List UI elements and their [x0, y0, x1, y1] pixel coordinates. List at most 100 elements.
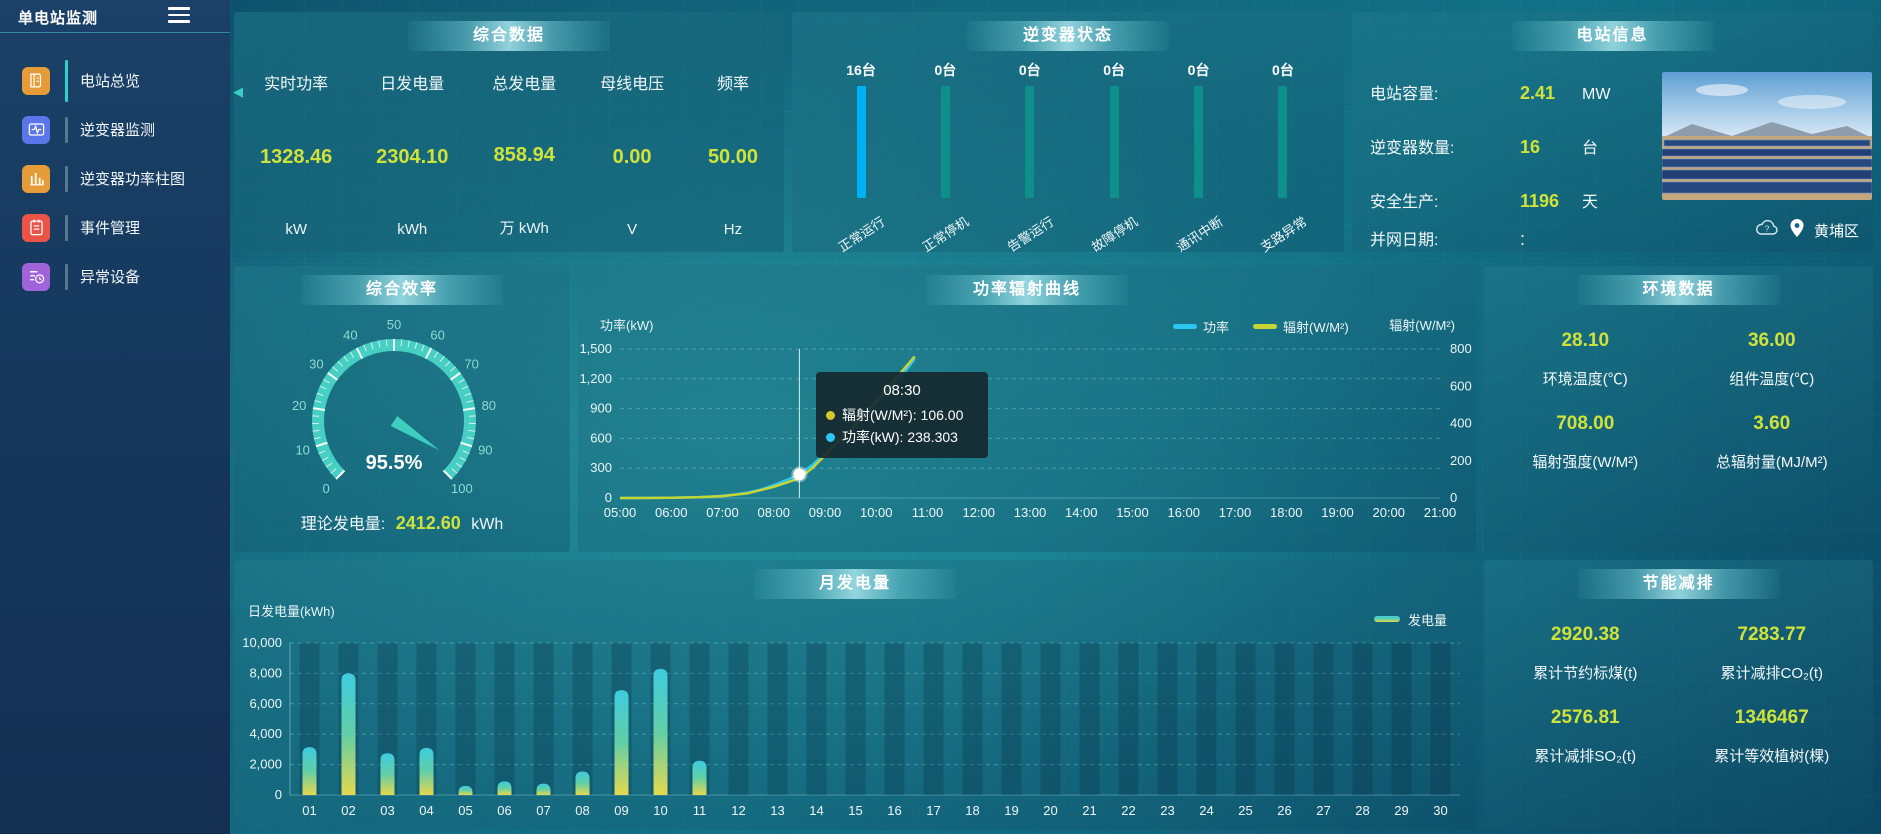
metric-cell: 7283.77 累计减排CO₂(t) — [1679, 624, 1866, 683]
sidebar-item-inverter-power-bars[interactable]: 逆变器功率柱图 — [0, 154, 230, 203]
metric-label: 累计减排SO₂(t) — [1534, 748, 1637, 765]
inverter-status-label: 正常运行 — [835, 213, 888, 255]
svg-text:6,000: 6,000 — [249, 696, 282, 711]
station-location: 黄埔区 — [1813, 223, 1859, 240]
metric-label: 累计节约标煤(t) — [1533, 665, 1638, 682]
metric-label: 累计减排CO₂(t) — [1720, 665, 1823, 682]
svg-text:06: 06 — [497, 803, 511, 818]
inverter-status-bar — [1194, 86, 1204, 198]
metric-unit: kW — [285, 221, 307, 238]
svg-text:06:00: 06:00 — [655, 505, 688, 520]
efficiency-gauge: 0 10 20 30 40 50 60 70 80 90 100 95.5% — [292, 317, 496, 496]
sidebar-item-abnormal-device[interactable]: 异常设备 — [0, 252, 230, 301]
metric-label: 日发电量 — [380, 76, 445, 93]
svg-text:05:00: 05:00 — [604, 505, 637, 520]
panel-title: 环境数据 — [1577, 275, 1780, 305]
svg-text:发电量: 发电量 — [1408, 613, 1447, 628]
metric-value: 3.60 — [1753, 413, 1791, 434]
svg-text:21:00: 21:00 — [1424, 505, 1457, 520]
sidebar-header: 单电站监测 — [0, 0, 230, 33]
menu-divider — [65, 214, 68, 241]
svg-text:15: 15 — [848, 803, 862, 818]
inverter-status-bar — [856, 86, 866, 198]
metric-label: 辐射强度(W/M²) — [1532, 454, 1639, 471]
theory-value: 2412.60 — [395, 513, 461, 533]
svg-text:24: 24 — [1199, 803, 1213, 818]
inverter-count: 0台 — [1103, 62, 1126, 78]
svg-text:19:00: 19:00 — [1321, 505, 1354, 520]
inverter-status-label: 正常停机 — [920, 213, 972, 255]
sidebar-menu: 电站总览逆变器监测逆变器功率柱图 事件管理 异常设备 — [0, 56, 230, 301]
power-radiation-chart[interactable]: 功率(kW) 辐射(W/M²) 0 300 600 900 1,200 1,500 0 200 40… — [578, 266, 1476, 552]
svg-text:05: 05 — [458, 803, 472, 818]
panel-environment-data: 环境数据 28.10 环境温度(℃) 36.00 组件温度(℃) 708.00 辐射强度(… — [1484, 266, 1873, 552]
tooltip-time: 08:30 — [883, 382, 921, 399]
inverter-count: 0台 — [934, 62, 957, 78]
inverter-status-label: 通讯中断 — [1173, 213, 1225, 255]
svg-text:1,500: 1,500 — [579, 341, 612, 356]
svg-text:16: 16 — [887, 803, 901, 818]
station-photo — [1662, 72, 1872, 200]
svg-text:12: 12 — [731, 803, 745, 818]
metric-label: 频率 — [716, 76, 749, 93]
weather-cloud-icon[interactable]: ? — [1754, 218, 1780, 243]
metric-cell: 28.10 环境温度(℃) — [1492, 330, 1679, 389]
chart-tooltip: 08:30 辐射(W/M²): 106.00 功率(kW): 238.303 — [816, 372, 988, 458]
svg-text:27: 27 — [1316, 803, 1330, 818]
svg-text:07:00: 07:00 — [706, 505, 739, 520]
svg-text:10,000: 10,000 — [242, 635, 282, 650]
svg-text:70: 70 — [464, 357, 478, 372]
sidebar-collapse-arrow-icon[interactable]: ◀ — [233, 84, 243, 99]
svg-text:10: 10 — [653, 803, 667, 818]
panel-title: 功率辐射曲线 — [926, 275, 1128, 305]
theory-unit: kWh — [471, 516, 504, 533]
hamburger-menu-icon[interactable] — [168, 7, 190, 25]
svg-text:功率(kW): 功率(kW) — [600, 318, 653, 333]
menu-divider — [65, 165, 68, 192]
svg-text:14:00: 14:00 — [1065, 505, 1098, 520]
panel-monthly-generation: 月发电量 日发电量(kWh) 发电量 0 2,000 4,000 6,000 8,000 10… — [234, 560, 1476, 830]
metric-label: 环境温度(℃) — [1542, 371, 1628, 388]
svg-text:80: 80 — [482, 398, 496, 413]
location-pin-icon[interactable] — [1790, 219, 1804, 242]
svg-text:25: 25 — [1238, 803, 1252, 818]
svg-text:50: 50 — [387, 317, 401, 332]
inverter-count: 0台 — [1018, 62, 1041, 78]
kv-value: 2.41 — [1520, 83, 1556, 103]
inverter-status-column: 0台正常停机 — [910, 60, 980, 255]
svg-text:22: 22 — [1121, 803, 1135, 818]
sidebar-item-station-overview[interactable]: 电站总览 — [0, 56, 230, 105]
metric-label: 累计等效植树(棵) — [1714, 748, 1830, 765]
inverter-status-label: 故障停机 — [1088, 213, 1141, 255]
svg-text:30: 30 — [309, 357, 323, 372]
metric-value: 708.00 — [1556, 413, 1615, 434]
svg-text:09:00: 09:00 — [809, 505, 842, 520]
svg-text:800: 800 — [1450, 341, 1472, 356]
svg-text:0: 0 — [605, 490, 612, 505]
sidebar-item-inverter-monitor[interactable]: 逆变器监测 — [0, 105, 230, 154]
kv-label: 电站容量: — [1370, 86, 1439, 103]
sidebar-item-label: 逆变器监测 — [80, 122, 156, 139]
svg-text:300: 300 — [590, 460, 612, 475]
metric-cell: 2920.38 累计节约标煤(t) — [1492, 624, 1679, 683]
svg-text:1,200: 1,200 — [579, 371, 612, 386]
panel-title: 电站信息 — [1511, 21, 1714, 51]
summary-metric: 频率 50.00 Hz — [708, 70, 758, 238]
svg-text:19: 19 — [1004, 803, 1018, 818]
svg-text:10: 10 — [295, 443, 309, 458]
environment-metrics: 28.10 环境温度(℃) 36.00 组件温度(℃) 708.00 辐射强度(W/M²)… — [1492, 330, 1865, 472]
svg-text:600: 600 — [590, 430, 612, 445]
metric-label: 母线电压 — [600, 76, 665, 93]
station-info-row: 逆变器数量: 16 台 — [1370, 134, 1598, 158]
metric-value: 28.10 — [1561, 330, 1610, 351]
sidebar-item-event-management[interactable]: 事件管理 — [0, 203, 230, 252]
svg-text:90: 90 — [478, 443, 492, 458]
svg-text:08:00: 08:00 — [757, 505, 790, 520]
panel-title: 月发电量 — [754, 569, 956, 599]
kv-label: 逆变器数量: — [1370, 140, 1455, 157]
svg-text:0: 0 — [275, 787, 282, 802]
svg-text:900: 900 — [590, 401, 612, 416]
monthly-generation-chart[interactable]: 日发电量(kWh) 发电量 0 2,000 4,000 6,000 8,000 10,000 0… — [234, 560, 1476, 830]
svg-text:20: 20 — [292, 398, 306, 413]
sidebar-item-label: 电站总览 — [80, 73, 141, 90]
